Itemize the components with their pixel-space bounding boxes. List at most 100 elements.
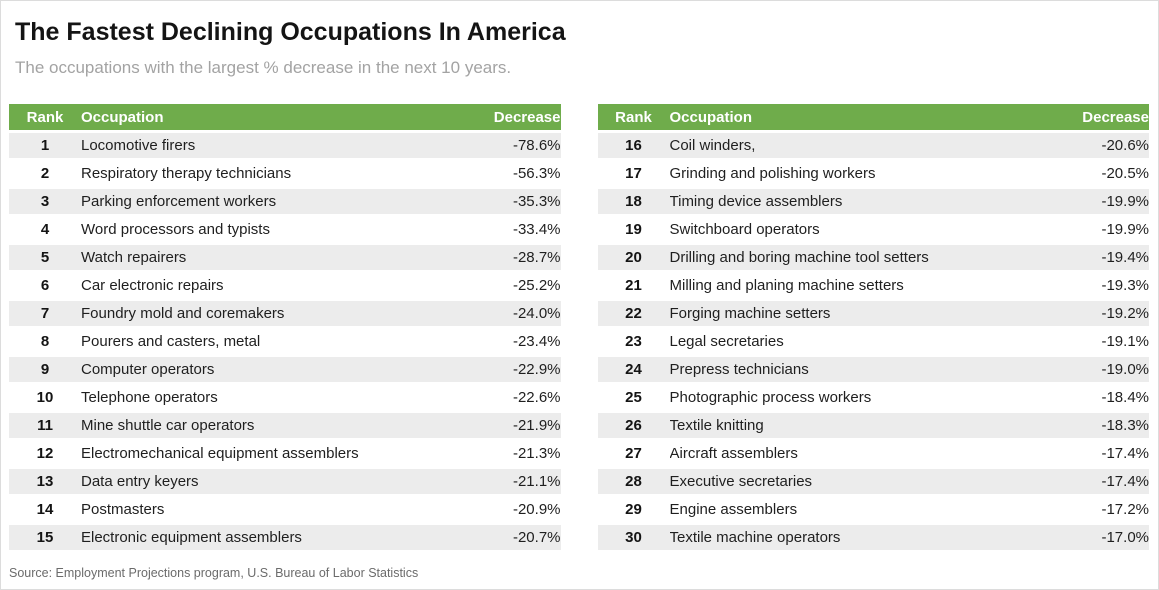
occupation-cell: Textile knitting: [669, 417, 764, 434]
decrease-cell: -25.2%: [512, 277, 561, 294]
table-row: 13 Data entry keyers -21.1%: [9, 469, 561, 494]
rank-cell: 17: [625, 165, 642, 182]
decrease-column-header: Decrease: [493, 108, 561, 126]
decrease-cell: -17.0%: [1101, 529, 1149, 546]
table-row: 11 Mine shuttle car operators -21.9%: [9, 413, 561, 438]
rank-cell: 23: [625, 333, 642, 350]
rank-cell: 24: [625, 361, 642, 378]
rank-cell: 20: [625, 249, 642, 266]
table-row: 8 Pourers and casters, metal -23.4%: [9, 329, 561, 354]
occupation-cell: Timing device assemblers: [669, 193, 843, 210]
table-header-row: Rank Occupation Decrease: [597, 104, 1149, 130]
table-row: 2 Respiratory therapy technicians -56.3%: [9, 161, 561, 186]
rank-cell: 18: [625, 193, 642, 210]
decrease-cell: -19.4%: [1101, 249, 1149, 266]
occupation-cell: Executive secretaries: [669, 473, 813, 490]
table-row: 14 Postmasters -20.9%: [9, 497, 561, 522]
table-row: 18 Timing device assemblers -19.9%: [597, 189, 1149, 214]
decrease-cell: -78.6%: [512, 137, 561, 154]
table-header: Rank Occupation Decrease: [9, 104, 561, 130]
decrease-cell: -56.3%: [512, 165, 561, 182]
occupation-cell: Electromechanical equipment assemblers: [81, 445, 359, 462]
occupation-cell: Photographic process workers: [669, 389, 872, 406]
rank-cell: 9: [40, 361, 50, 378]
table-row: 12 Electromechanical equipment assemblers…: [9, 441, 561, 466]
tables-container: Rank Occupation Decrease 1 Locomotive fir…: [9, 101, 1149, 553]
rank-cell: 28: [625, 473, 642, 490]
table-row: 21 Milling and planing machine setters -19…: [597, 273, 1149, 298]
decrease-cell: -33.4%: [512, 221, 561, 238]
occupation-cell: Computer operators: [81, 361, 215, 378]
rank-cell: 10: [36, 389, 54, 406]
occupations-table-left: Rank Occupation Decrease 1 Locomotive fir…: [9, 101, 561, 553]
table-row: 7 Foundry mold and coremakers -24.0%: [9, 301, 561, 326]
table-row: 10 Telephone operators -22.6%: [9, 385, 561, 410]
rank-cell: 22: [625, 305, 642, 322]
rank-cell: 27: [625, 445, 642, 462]
occupation-column-header: Occupation: [669, 108, 753, 126]
table-row: 25 Photographic process workers -18.4%: [597, 385, 1149, 410]
decrease-cell: -20.9%: [512, 501, 561, 518]
rank-cell: 2: [40, 165, 50, 182]
page-subtitle: The occupations with the largest % decre…: [15, 58, 512, 77]
decrease-cell: -24.0%: [512, 305, 561, 322]
decrease-cell: -20.7%: [512, 529, 561, 546]
decrease-cell: -18.4%: [1101, 389, 1149, 406]
table-row: 17 Grinding and polishing workers -20.5%: [597, 161, 1149, 186]
rank-cell: 1: [40, 137, 50, 154]
rank-cell: 19: [625, 221, 642, 238]
page-title: The Fastest Declining Occupations In Ame…: [15, 18, 566, 46]
occupation-cell: Drilling and boring machine tool setters: [669, 249, 929, 266]
rank-cell: 15: [36, 529, 54, 546]
rank-cell: 26: [625, 417, 642, 434]
decrease-cell: -35.3%: [512, 193, 561, 210]
rank-column-header: Rank: [615, 108, 652, 126]
occupation-cell: Switchboard operators: [669, 221, 820, 238]
rank-cell: 6: [40, 277, 50, 294]
decrease-cell: -17.4%: [1101, 473, 1149, 490]
decrease-cell: -22.9%: [512, 361, 561, 378]
rank-cell: 25: [625, 389, 642, 406]
rank-cell: 13: [36, 473, 54, 490]
decrease-cell: -21.1%: [512, 473, 561, 490]
decrease-cell: -22.6%: [512, 389, 561, 406]
table-row: 3 Parking enforcement workers -35.3%: [9, 189, 561, 214]
occupation-cell: Car electronic repairs: [81, 277, 224, 294]
table-row: 20 Drilling and boring machine tool sette…: [597, 245, 1149, 270]
rank-cell: 5: [40, 249, 50, 266]
table-row: 16 Coil winders, -20.6%: [597, 133, 1149, 158]
decrease-cell: -19.9%: [1101, 221, 1149, 238]
occupation-cell: Aircraft assemblers: [669, 445, 798, 462]
occupation-cell: Coil winders,: [669, 137, 756, 154]
occupation-cell: Prepress technicians: [669, 361, 809, 378]
table-row: 9 Computer operators -22.9%: [9, 357, 561, 382]
occupation-column-header: Occupation: [81, 108, 164, 126]
table-row: 19 Switchboard operators -19.9%: [597, 217, 1149, 242]
table-row: 1 Locomotive firers -78.6%: [9, 133, 561, 158]
occupation-cell: Postmasters: [81, 501, 165, 518]
occupation-cell: Legal secretaries: [669, 333, 784, 350]
table-row: 28 Executive secretaries -17.4%: [597, 469, 1149, 494]
table-header: Rank Occupation Decrease: [597, 104, 1149, 130]
decrease-cell: -23.4%: [512, 333, 561, 350]
occupation-cell: Telephone operators: [81, 389, 218, 406]
occupation-cell: Foundry mold and coremakers: [81, 305, 285, 322]
occupation-cell: Pourers and casters, metal: [81, 333, 261, 350]
decrease-cell: -21.9%: [512, 417, 561, 434]
occupation-cell: Grinding and polishing workers: [669, 165, 876, 182]
table-row: 27 Aircraft assemblers -17.4%: [597, 441, 1149, 466]
table-row: 30 Textile machine operators -17.0%: [597, 525, 1149, 550]
occupation-cell: Respiratory therapy technicians: [81, 165, 292, 182]
decrease-cell: -19.3%: [1101, 277, 1149, 294]
rank-cell: 11: [37, 417, 53, 434]
rank-column-header: Rank: [26, 108, 64, 126]
table-row: 29 Engine assemblers -17.2%: [597, 497, 1149, 522]
occupation-cell: Locomotive firers: [81, 137, 196, 154]
decrease-cell: -18.3%: [1101, 417, 1149, 434]
decrease-cell: -19.9%: [1101, 193, 1149, 210]
occupation-cell: Forging machine setters: [669, 305, 831, 322]
decrease-cell: -28.7%: [512, 249, 561, 266]
occupation-cell: Parking enforcement workers: [81, 193, 277, 210]
table-row: 26 Textile knitting -18.3%: [597, 413, 1149, 438]
